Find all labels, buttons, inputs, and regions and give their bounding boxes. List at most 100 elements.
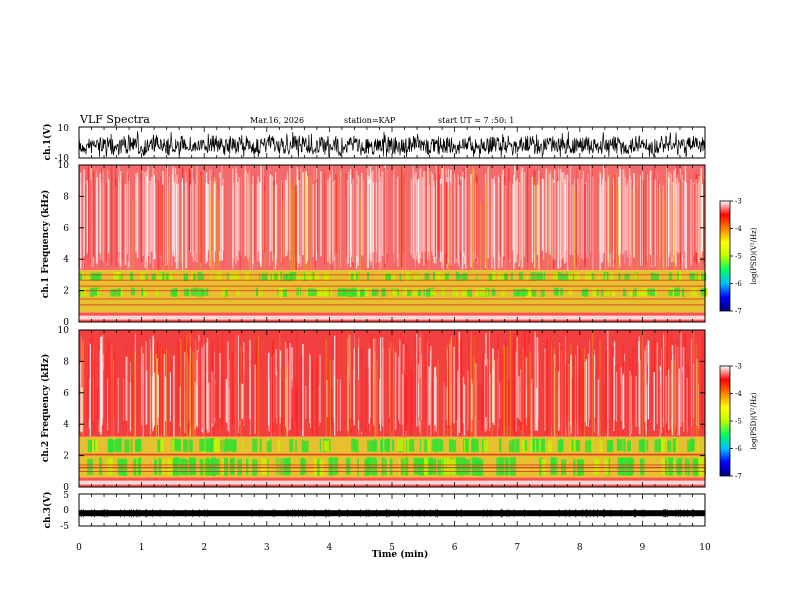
psd-patch [391, 439, 395, 452]
psd-streak [577, 192, 578, 271]
psd-patch [87, 458, 93, 475]
psd-patch [172, 438, 178, 451]
psd-patch [223, 287, 225, 296]
psd-column [323, 338, 324, 420]
psd-column [689, 371, 691, 427]
psd-patch [501, 289, 505, 297]
psd-column [543, 352, 545, 429]
psd-column [326, 370, 328, 428]
psd-column [363, 180, 364, 257]
psd-column [397, 176, 399, 267]
psd-column [323, 170, 325, 265]
psd-streak [113, 359, 114, 437]
psd-patch [172, 440, 175, 452]
psd-patch [171, 289, 175, 296]
psd-patch [232, 440, 235, 452]
psd-patch [230, 272, 237, 281]
psd-patch [305, 272, 308, 280]
psd-column [656, 342, 658, 425]
psd-patch [413, 457, 419, 475]
psd-column [676, 177, 678, 252]
psd-column [498, 182, 500, 253]
psd-patch [343, 289, 349, 296]
psd-column [678, 368, 681, 436]
psd-column [185, 332, 187, 421]
psd-column [528, 337, 530, 418]
psd-patch [287, 457, 290, 475]
psd-column [589, 165, 591, 253]
psd-patch [419, 438, 421, 452]
psd-column [545, 168, 547, 253]
psd-streak [215, 178, 217, 271]
psd-column [566, 332, 568, 420]
figure-title: VLF Spectra [79, 113, 150, 126]
psd-patch [568, 289, 573, 296]
psd-patch [197, 288, 200, 297]
psd-patch [135, 439, 141, 452]
psd-streak [551, 170, 553, 271]
psd-column [369, 166, 372, 252]
psd-streak [328, 182, 330, 271]
psd-patch [189, 457, 195, 476]
psd-column [682, 366, 684, 423]
psd-column [360, 348, 363, 432]
psd-patch [199, 438, 205, 451]
psd-column [584, 361, 586, 422]
psd-column [465, 173, 467, 269]
psd-column [620, 367, 623, 421]
psd-column [534, 331, 536, 431]
psd-patch [537, 272, 541, 281]
psd-column [117, 377, 119, 433]
psd-line [79, 290, 705, 292]
psd-column [696, 358, 698, 426]
psd-patch [190, 440, 193, 453]
psd-column [285, 179, 287, 256]
psd-patch [627, 457, 633, 475]
psd-patch [245, 458, 249, 475]
psd-column [327, 179, 329, 262]
psd-column [504, 338, 507, 427]
psd-column [356, 172, 358, 256]
psd-column [625, 185, 627, 251]
psd-column [118, 176, 119, 252]
psd-column [171, 173, 173, 267]
psd-column [369, 348, 371, 419]
freq-tick-label: 8 [63, 192, 69, 202]
psd-streak [182, 196, 184, 271]
psd-patch [668, 272, 673, 281]
psd-column [675, 344, 677, 429]
psd-column [599, 184, 600, 271]
psd-column [313, 167, 315, 270]
psd-column [119, 171, 122, 267]
ch1-spectrogram-image [79, 165, 708, 322]
psd-column [597, 379, 600, 436]
psd-patch [193, 287, 198, 296]
colorbar-tick-label: -4 [735, 390, 742, 398]
psd-column [489, 373, 491, 428]
psd-streak [427, 342, 428, 437]
psd-column [351, 169, 354, 267]
psd-column [241, 383, 244, 419]
psd-column [453, 346, 455, 424]
psd-column [673, 170, 675, 256]
psd-patch [646, 439, 649, 452]
psd-column [271, 176, 273, 262]
psd-patch [288, 272, 294, 281]
psd-patch [280, 271, 283, 281]
psd-patch [208, 440, 214, 452]
psd-column [149, 179, 151, 252]
psd-column [163, 354, 166, 436]
psd-streak [115, 186, 116, 271]
psd-column [585, 182, 587, 258]
psd-streak [310, 175, 312, 271]
psd-column [252, 176, 254, 264]
psd-patch [176, 439, 181, 452]
psd-patch [689, 273, 696, 280]
start-time-label: start UT = 7 :50: 1 [438, 116, 514, 125]
psd-column [663, 364, 666, 423]
psd-column [623, 373, 624, 429]
psd-column [134, 333, 136, 437]
psd-column [588, 353, 589, 428]
psd-column [476, 176, 479, 258]
psd-patch [183, 288, 190, 296]
